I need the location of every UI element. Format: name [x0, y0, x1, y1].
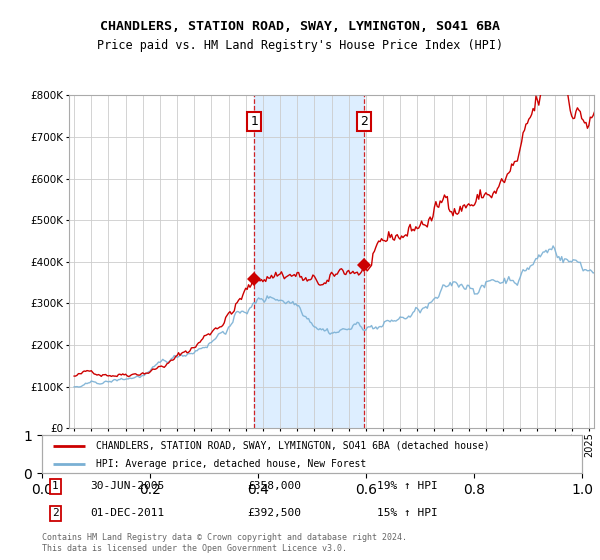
Text: £392,500: £392,500	[247, 508, 301, 518]
Text: 19% ↑ HPI: 19% ↑ HPI	[377, 482, 437, 492]
Text: 1: 1	[52, 482, 59, 492]
Bar	[254, 95, 364, 428]
Text: 2: 2	[52, 508, 59, 518]
Text: CHANDLERS, STATION ROAD, SWAY, LYMINGTON, SO41 6BA (detached house): CHANDLERS, STATION ROAD, SWAY, LYMINGTON…	[96, 441, 490, 451]
Text: 01-DEC-2011: 01-DEC-2011	[91, 508, 165, 518]
Text: 30-JUN-2005: 30-JUN-2005	[91, 482, 165, 492]
Text: £358,000: £358,000	[247, 482, 301, 492]
Text: 15% ↑ HPI: 15% ↑ HPI	[377, 508, 437, 518]
Text: 2: 2	[361, 115, 368, 128]
Text: 1: 1	[250, 115, 258, 128]
Text: CHANDLERS, STATION ROAD, SWAY, LYMINGTON, SO41 6BA: CHANDLERS, STATION ROAD, SWAY, LYMINGTON…	[100, 20, 500, 32]
Text: HPI: Average price, detached house, New Forest: HPI: Average price, detached house, New …	[96, 459, 366, 469]
Text: Price paid vs. HM Land Registry's House Price Index (HPI): Price paid vs. HM Land Registry's House …	[97, 39, 503, 52]
Text: Contains HM Land Registry data © Crown copyright and database right 2024.
This d: Contains HM Land Registry data © Crown c…	[42, 533, 407, 553]
